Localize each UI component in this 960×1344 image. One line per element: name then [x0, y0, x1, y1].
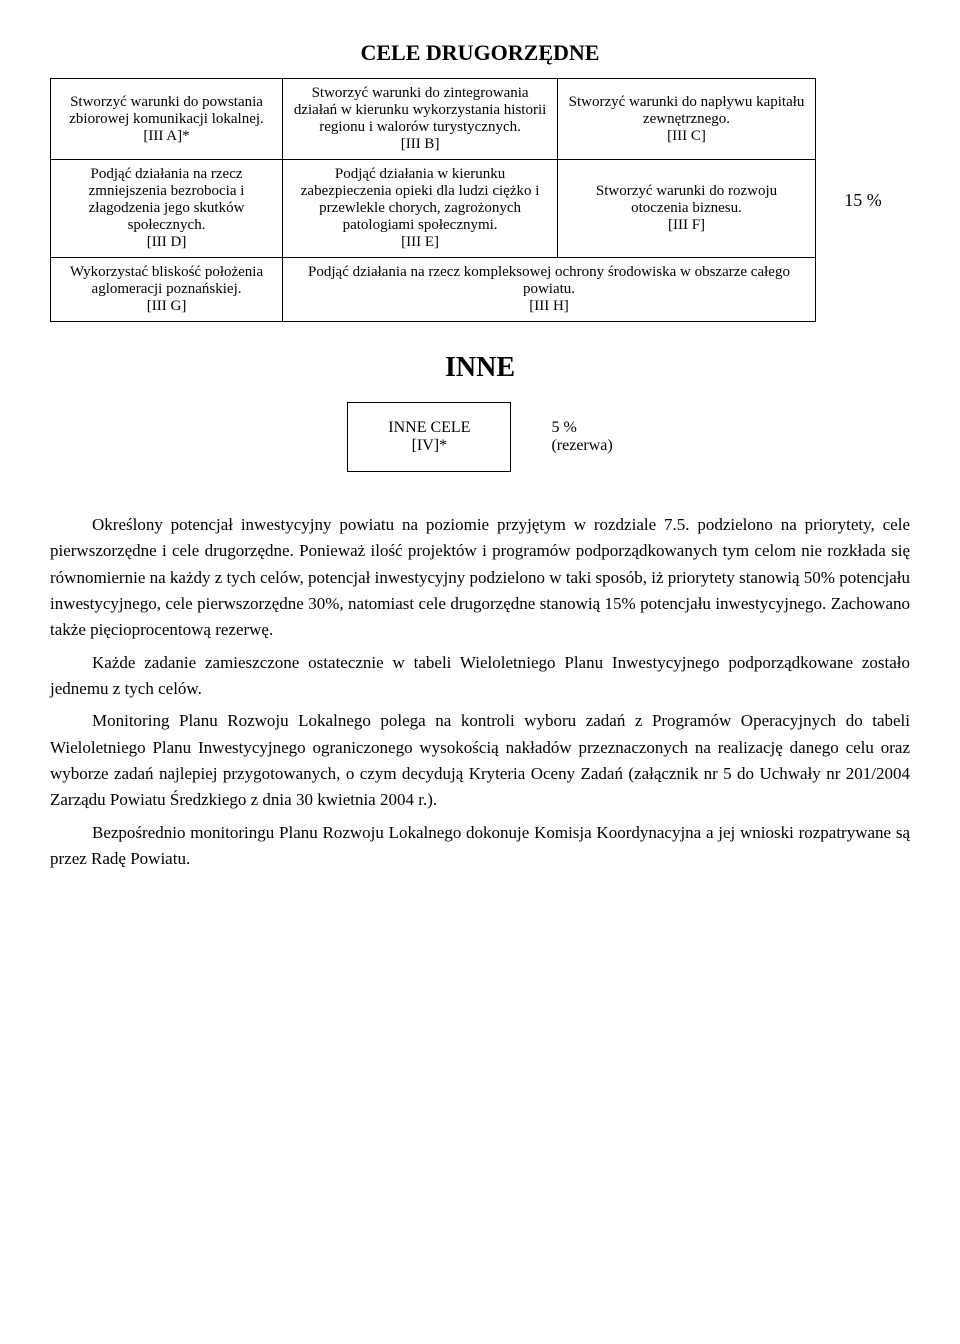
- goals-table: Stworzyć warunki do powstania zbiorowej …: [50, 78, 910, 322]
- cell-iii-h: Podjąć działania na rzecz kompleksowej o…: [283, 258, 816, 322]
- percent-15: 15 %: [815, 79, 910, 322]
- cell-iii-b: Stworzyć warunki do zintegrowania działa…: [283, 79, 558, 160]
- body-text: Określony potencjał inwestycyjny powiatu…: [50, 512, 910, 872]
- cell-iii-f: Stworzyć warunki do rozwoju otoczenia bi…: [558, 160, 816, 258]
- cell-iii-g: Wykorzystać bliskość położenia aglomerac…: [51, 258, 283, 322]
- cell-iii-d: Podjąć działania na rzecz zmniejszenia b…: [51, 160, 283, 258]
- paragraph-1: Określony potencjał inwestycyjny powiatu…: [50, 512, 910, 644]
- cell-iii-c: Stworzyć warunki do napływu kapitału zew…: [558, 79, 816, 160]
- section-title-2: INNE: [50, 352, 910, 384]
- inne-row: INNE CELE[IV]* 5 %(rezerwa): [50, 402, 910, 472]
- inne-percent: 5 %(rezerwa): [551, 402, 612, 472]
- paragraph-2: Każde zadanie zamieszczone ostatecznie w…: [50, 650, 910, 703]
- cell-iii-a: Stworzyć warunki do powstania zbiorowej …: [51, 79, 283, 160]
- cell-iii-e: Podjąć działania w kierunku zabezpieczen…: [283, 160, 558, 258]
- paragraph-3: Monitoring Planu Rozwoju Lokalnego poleg…: [50, 708, 910, 813]
- section-title-1: CELE DRUGORZĘDNE: [50, 40, 910, 66]
- inne-box: INNE CELE[IV]*: [347, 402, 511, 472]
- paragraph-4: Bezpośrednio monitoringu Planu Rozwoju L…: [50, 820, 910, 873]
